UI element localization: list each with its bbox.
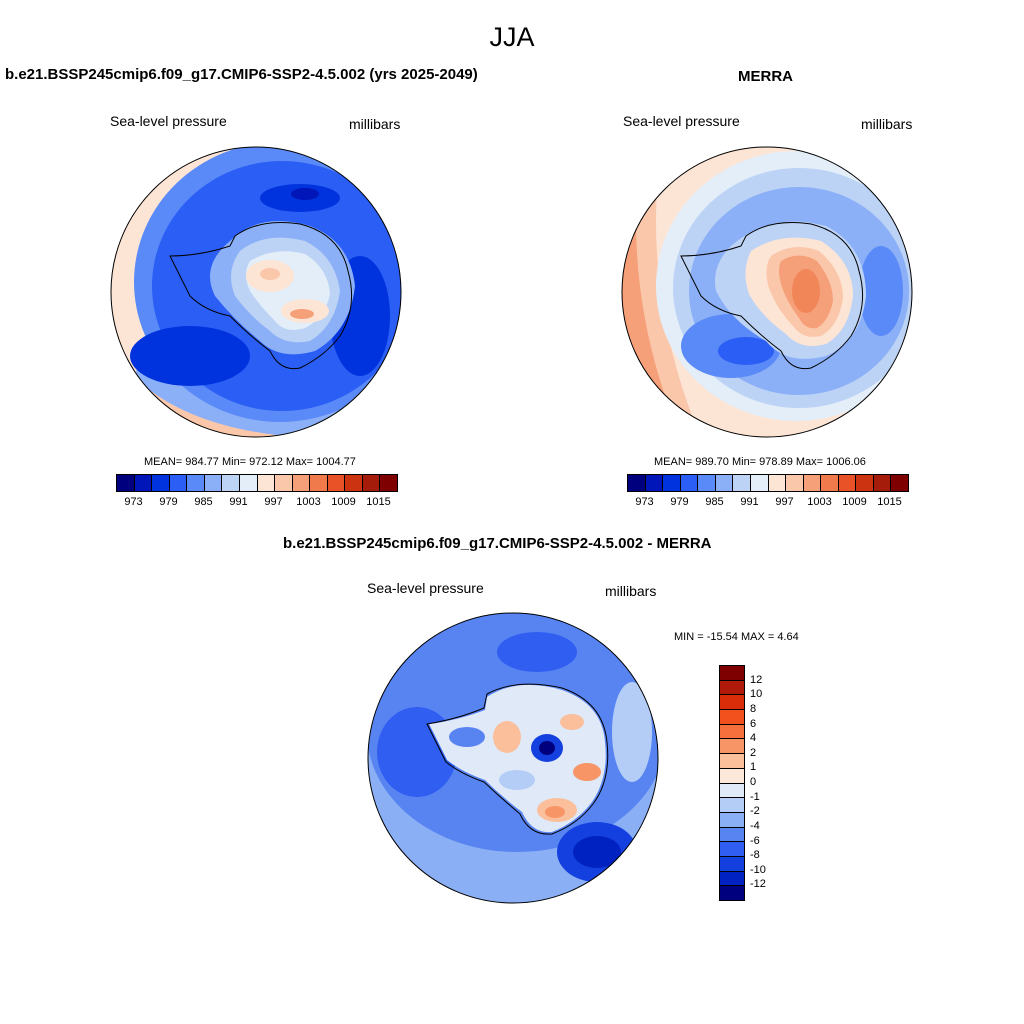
diff-colorbar-swatch: [720, 768, 744, 784]
model-colorbar-swatch: [204, 475, 223, 491]
diff-colorbar-swatch: [720, 724, 744, 740]
model-colorbar-swatch: [239, 475, 258, 491]
model-colorbar-swatch: [380, 475, 397, 491]
model-colorbar-swatch: [292, 475, 311, 491]
model-colorbar-label: 979: [159, 496, 178, 508]
diff-colorbar-swatch: [720, 886, 744, 900]
diff-colorbar-label: -4: [750, 819, 760, 832]
obs-colorbar-swatch: [628, 475, 646, 491]
diff-colorbar-label: 1: [750, 761, 757, 774]
obs-polar-map: [621, 146, 913, 438]
model-colorbar-swatch: [187, 475, 205, 491]
obs-colorbar-label: 979: [670, 496, 689, 508]
obs-stats: MEAN= 989.70 Min= 978.89 Max= 1006.06: [654, 456, 866, 468]
diff-colorbar-swatch: [720, 827, 744, 843]
obs-colorbar-swatch: [750, 475, 769, 491]
model-units-label: millibars: [349, 116, 401, 132]
diff-colorbar-label: -12: [750, 878, 766, 891]
diff-colorbar-label: -6: [750, 834, 760, 847]
diff-colorbar-label: -2: [750, 805, 760, 818]
obs-colorbar-label: 985: [705, 496, 724, 508]
diff-colorbar: [719, 665, 745, 901]
obs-colorbar-swatch: [821, 475, 839, 491]
diff-colorbar-swatch: [720, 783, 744, 799]
diff-colorbar-swatch: [720, 842, 744, 857]
model-polar-map: [110, 146, 402, 438]
model-colorbar-swatch: [310, 475, 328, 491]
diff-colorbar-swatch: [720, 871, 744, 887]
diff-units-label: millibars: [605, 583, 657, 599]
diff-colorbar-swatch: [720, 856, 744, 872]
obs-colorbar-swatch: [680, 475, 699, 491]
obs-colorbar-swatch: [715, 475, 734, 491]
diff-colorbar-swatch: [720, 798, 744, 813]
model-colorbar-label: 1003: [296, 496, 321, 508]
obs-colorbar-swatch: [803, 475, 822, 491]
diff-colorbar-swatch: [720, 695, 744, 711]
model-colorbar-swatch: [257, 475, 276, 491]
model-colorbar-swatch: [169, 475, 188, 491]
obs-colorbar-label: 991: [740, 496, 759, 508]
diff-variable-label: Sea-level pressure: [367, 580, 484, 596]
obs-units-label: millibars: [861, 116, 913, 132]
obs-colorbar-swatch: [645, 475, 664, 491]
diff-stats: MIN = -15.54 MAX = 4.64: [674, 631, 799, 643]
diff-colorbar-label: 6: [750, 717, 757, 730]
obs-colorbar-label: 997: [775, 496, 794, 508]
diff-colorbar-swatch: [720, 739, 744, 755]
model-colorbar-swatch: [222, 475, 240, 491]
diff-colorbar-label: -8: [750, 849, 760, 862]
obs-colorbar-swatch: [838, 475, 857, 491]
diff-colorbar-swatch: [720, 710, 744, 725]
model-colorbar-label: 997: [264, 496, 283, 508]
obs-colorbar-swatch: [663, 475, 681, 491]
diff-polar-map: [367, 612, 659, 904]
diff-colorbar-swatch: [720, 680, 744, 696]
diff-colorbar-swatch: [720, 754, 744, 769]
model-colorbar-label: 973: [124, 496, 143, 508]
model-colorbar-label: 1015: [366, 496, 391, 508]
model-colorbar-swatch: [117, 475, 135, 491]
diff-colorbar-label: 2: [750, 746, 757, 759]
obs-colorbar-swatch: [698, 475, 716, 491]
model-colorbar-swatch: [345, 475, 363, 491]
diff-colorbar-label: -1: [750, 790, 760, 803]
obs-colorbar-swatch: [733, 475, 751, 491]
obs-colorbar-swatch: [873, 475, 892, 491]
model-colorbar-swatch: [362, 475, 381, 491]
obs-colorbar-swatch: [856, 475, 874, 491]
obs-colorbar-swatch: [768, 475, 787, 491]
diff-colorbar-label: 0: [750, 776, 757, 788]
obs-colorbar-label: 1003: [807, 496, 832, 508]
model-colorbar-swatch: [327, 475, 346, 491]
model-colorbar-label: 1009: [331, 496, 356, 508]
obs-colorbar-swatch: [891, 475, 908, 491]
model-colorbar-swatch: [275, 475, 293, 491]
model-colorbar-swatch: [152, 475, 170, 491]
diff-colorbar-swatch: [720, 812, 744, 828]
model-colorbar-label: 985: [194, 496, 213, 508]
obs-colorbar-label: 1015: [877, 496, 902, 508]
diff-colorbar-swatch: [720, 666, 744, 681]
model-colorbar-label: 991: [229, 496, 248, 508]
diff-colorbar-label: 12: [750, 673, 763, 686]
diff-colorbar-label: 10: [750, 688, 763, 701]
obs-colorbar-label: 973: [635, 496, 654, 508]
model-stats: MEAN= 984.77 Min= 972.12 Max= 1004.77: [144, 456, 356, 468]
diff-colorbar-label: 4: [750, 732, 757, 745]
season-title: JJA: [489, 22, 535, 52]
model-variable-label: Sea-level pressure: [110, 113, 227, 129]
obs-colorbar-swatch: [786, 475, 804, 491]
model-colorbar-swatch: [134, 475, 153, 491]
obs-colorbar: [627, 474, 909, 492]
obs-variable-label: Sea-level pressure: [623, 113, 740, 129]
model-colorbar: [116, 474, 398, 492]
diff-colorbar-label: -10: [750, 863, 766, 876]
diff-colorbar-label: 8: [750, 702, 757, 715]
model-panel-title: b.e21.BSSP245cmip6.f09_g17.CMIP6-SSP2-4.…: [5, 66, 478, 83]
obs-panel-title: MERRA: [738, 68, 793, 85]
obs-colorbar-label: 1009: [842, 496, 867, 508]
diff-panel-title: b.e21.BSSP245cmip6.f09_g17.CMIP6-SSP2-4.…: [283, 535, 712, 552]
